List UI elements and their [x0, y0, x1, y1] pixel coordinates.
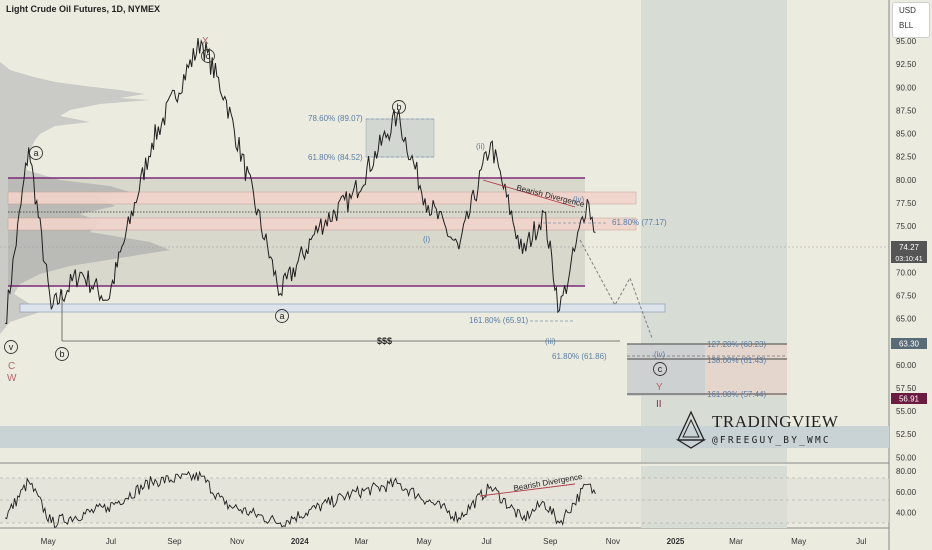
rsi-tick-label: 80.00 — [896, 467, 917, 476]
countdown-badge — [891, 253, 927, 263]
x-tick-label: 2024 — [291, 537, 309, 546]
wave-i-label: (i) — [423, 235, 430, 244]
circle-c-top: c — [201, 49, 215, 63]
countdown-text: 03:10:41 — [895, 256, 922, 263]
y-tick-label: 92.50 — [896, 60, 917, 69]
y-tick-label: 60.00 — [896, 361, 917, 370]
x-tick-label: Jul — [481, 537, 491, 546]
divergence-line-price — [482, 179, 576, 208]
level-b-text: 56.91 — [899, 395, 920, 404]
x-tick-label: Nov — [606, 537, 620, 546]
watermark-brand: TRADINGVIEW — [712, 412, 839, 431]
x-tick-label: Mar — [729, 537, 743, 546]
rsi-series — [4, 470, 596, 529]
fib-box-b — [365, 118, 435, 158]
wave-ii-red-label: II — [656, 399, 662, 410]
fib-789-label: 78.60% (89.07) — [308, 114, 363, 123]
y-tick-label: 82.50 — [896, 153, 917, 162]
svg-text:c: c — [206, 51, 211, 61]
y-tick-label: 80.00 — [896, 176, 917, 185]
level-a-badge — [891, 338, 927, 349]
fib-1618-6591-label: 161.80% (65.91) — [469, 316, 528, 325]
y-tick-label: 52.50 — [896, 430, 917, 439]
watermark: TRADINGVIEW @FREEGUY_BY_WMC — [676, 408, 876, 452]
rsi-band — [0, 478, 889, 523]
x-tick-label: May — [791, 537, 806, 546]
y-tick-label: 67.50 — [896, 291, 917, 300]
wave-c-red-label: C — [8, 361, 15, 372]
circle-b-bottom: b — [55, 347, 69, 361]
x-tick-label: 2025 — [667, 537, 685, 546]
x-tick-label: Sep — [543, 537, 558, 546]
wave-w-label: W — [7, 373, 17, 384]
wave-iv-proj-label: (iv) — [654, 350, 665, 359]
fib-1618-5744-label: 161.80% (57.44) — [707, 390, 766, 399]
y-tick-label: 65.00 — [896, 315, 917, 324]
fib-618-6186-label: 61.80% (61.86) — [552, 352, 607, 361]
wave-ii-label: (ii) — [476, 142, 485, 151]
x-tick-label: Nov — [230, 537, 244, 546]
circle-v: v — [4, 340, 18, 354]
y-tick-label: 90.00 — [896, 83, 917, 92]
rsi-tick-label: 60.00 — [896, 488, 917, 497]
tradingview-logo-icon — [676, 410, 706, 449]
fib-618-7717-label: 61.80% (77.17) — [612, 218, 667, 227]
fib-1272-label: 127.20% (63.23) — [707, 340, 766, 349]
resistance-zone-upper — [7, 191, 637, 205]
wave-iv-label: (iv) — [573, 195, 584, 204]
svg-text:b: b — [396, 102, 401, 112]
x-tick-label: Jul — [856, 537, 866, 546]
last-price-badge — [891, 241, 927, 253]
y-tick-label: 87.50 — [896, 106, 917, 115]
liquidity-label: $$$ — [377, 336, 392, 346]
fib-618b-label: 61.80% (84.52) — [308, 153, 363, 162]
y-tick-label: 70.00 — [896, 268, 917, 277]
wave-iii-label: (iii) — [545, 337, 556, 346]
x-tick-label: Sep — [167, 537, 182, 546]
wave-y-label: Y — [656, 382, 663, 393]
time-axis[interactable]: May Jul Sep Nov 2024 Mar May Jul Sep Nov 2025 Mar Ma… — [41, 537, 867, 546]
fib-138-label: 138.00% (61.43) — [707, 356, 766, 365]
svg-text:a: a — [279, 311, 284, 321]
y-tick-label: 77.50 — [896, 199, 917, 208]
currency-unit[interactable]: BLL — [899, 21, 914, 30]
rsi-tick-label: 40.00 — [896, 509, 917, 518]
x-tick-label: May — [416, 537, 431, 546]
circle-c-projection: c — [653, 362, 667, 376]
chart-title: Light Crude Oil Futures, 1D, NYMEX — [6, 4, 161, 14]
y-tick-label: 50.00 — [896, 453, 917, 462]
svg-text:c: c — [658, 364, 663, 374]
divergence-line-rsi — [479, 483, 576, 497]
support-zone — [19, 303, 666, 313]
rsi-axis[interactable]: 80.00 60.00 40.00 — [896, 467, 917, 517]
y-tick-label: 55.00 — [896, 407, 917, 416]
circle-b-top: b — [392, 100, 406, 114]
watermark-handle: @FREEGUY_BY_WMC — [712, 435, 831, 446]
circle-a-left: a — [29, 146, 43, 160]
last-price-text: 74.27 — [899, 243, 920, 252]
x-tick-label: Mar — [354, 537, 368, 546]
svg-text:a: a — [33, 148, 38, 158]
level-b-badge — [891, 393, 927, 404]
wave-x-label: X — [202, 36, 209, 47]
support-band — [0, 426, 889, 448]
x-tick-label: May — [41, 537, 56, 546]
projection-path — [579, 239, 653, 339]
currency-box[interactable]: USD BLL — [892, 2, 930, 38]
svg-text:v: v — [9, 342, 14, 352]
y-tick-label: 57.50 — [896, 384, 917, 393]
circle-a-bottom: a — [275, 309, 289, 323]
price-series — [5, 38, 596, 325]
x-tick-label: Jul — [106, 537, 116, 546]
level-a-text: 63.30 — [899, 340, 920, 349]
currency-usd[interactable]: USD — [899, 6, 916, 15]
svg-text:b: b — [59, 349, 64, 359]
y-tick-label: 85.00 — [896, 130, 917, 139]
y-tick-label: 95.00 — [896, 37, 917, 46]
y-tick-label: 75.00 — [896, 222, 917, 231]
